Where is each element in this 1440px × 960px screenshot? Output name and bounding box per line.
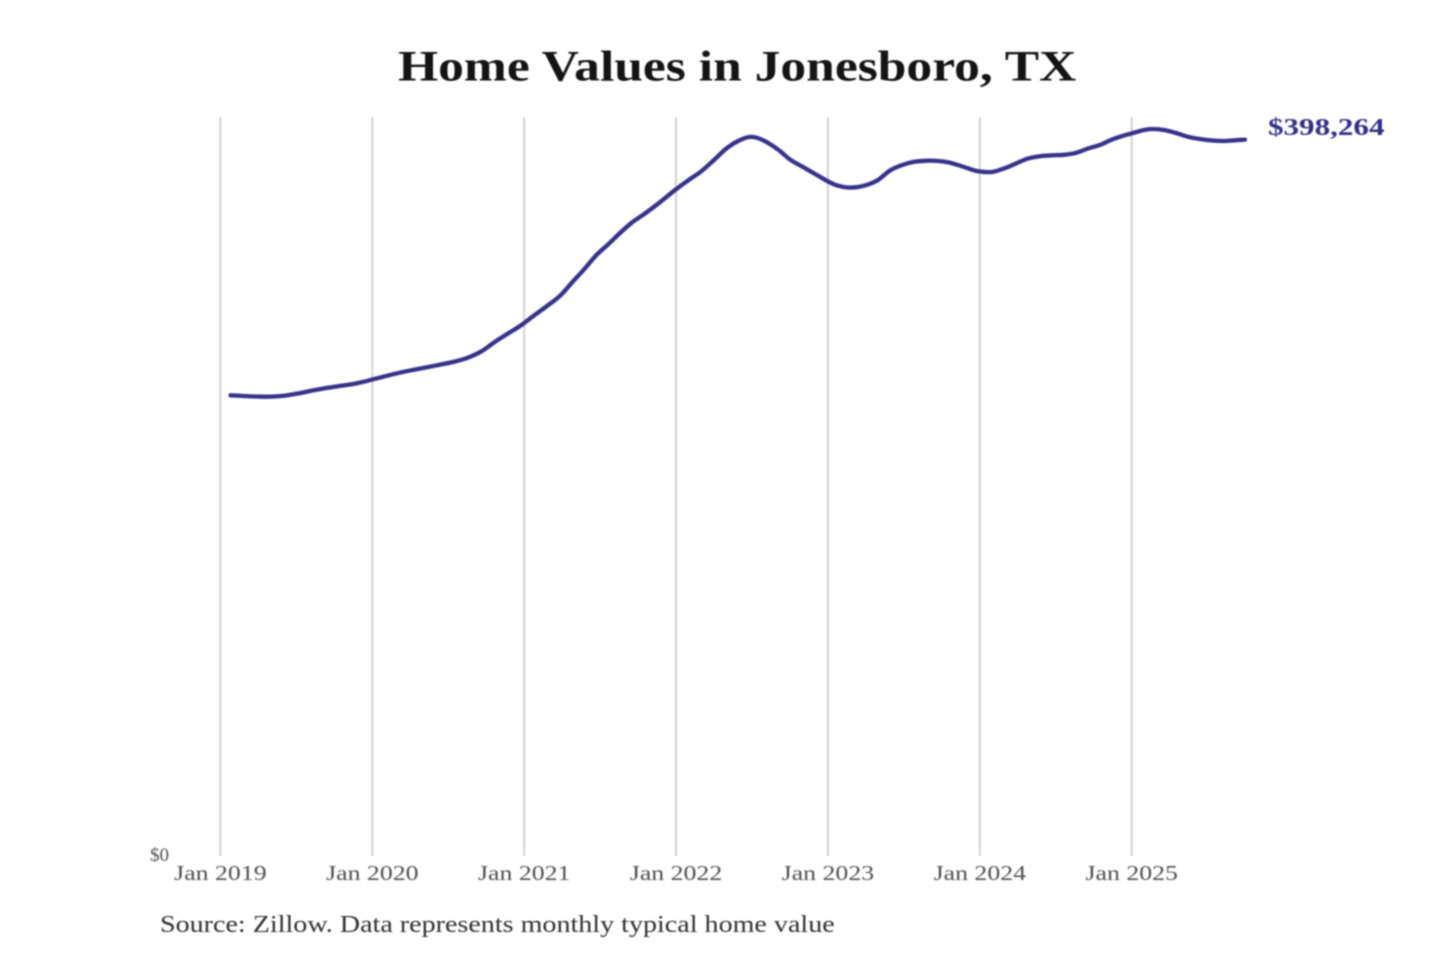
svg-text:Jan 2019: Jan 2019 <box>174 862 266 885</box>
svg-text:Jan 2022: Jan 2022 <box>630 862 722 885</box>
svg-text:Jan 2023: Jan 2023 <box>782 862 874 885</box>
svg-text:Jan 2024: Jan 2024 <box>934 862 1027 885</box>
svg-text:$398,264: $398,264 <box>1268 114 1385 141</box>
svg-text:Jan 2020: Jan 2020 <box>326 862 418 885</box>
svg-text:Jan 2025: Jan 2025 <box>1085 862 1177 885</box>
svg-text:$0: $0 <box>150 845 169 866</box>
svg-text:Jan 2021: Jan 2021 <box>478 862 570 885</box>
svg-text:Source: Zillow. Data represent: Source: Zillow. Data represents monthly … <box>160 911 835 938</box>
svg-text:Home Values in Jonesboro, TX: Home Values in Jonesboro, TX <box>398 43 1076 90</box>
